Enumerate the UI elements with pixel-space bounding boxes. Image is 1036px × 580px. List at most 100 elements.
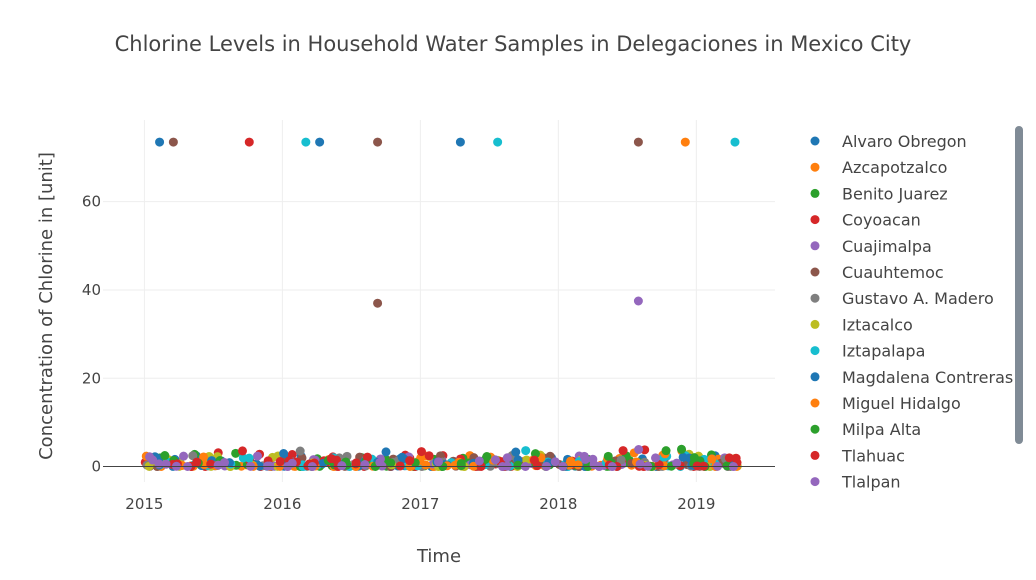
legend-item[interactable]: Iztacalco (810, 315, 913, 334)
data-point (651, 453, 661, 463)
data-point (397, 452, 407, 462)
legend-item[interactable]: Tlalpan (810, 473, 901, 492)
data-point (724, 453, 734, 463)
data-point (618, 446, 628, 456)
data-point (633, 137, 643, 147)
data-point (405, 456, 415, 466)
data-point (433, 457, 443, 467)
data-point (633, 296, 643, 306)
legend-item[interactable]: Tlahuac (810, 446, 905, 465)
data-point (634, 445, 644, 455)
data-point (275, 457, 285, 467)
legend-scrollbar[interactable] (1015, 126, 1023, 444)
legend-label: Milpa Alta (842, 420, 921, 439)
data-point (588, 454, 598, 464)
data-point (513, 460, 523, 470)
data-point (455, 137, 465, 147)
legend-label: Tlahuac (841, 446, 905, 465)
legend-label: Tlalpan (841, 473, 901, 492)
data-point (661, 446, 671, 456)
legend: Alvaro Obregon Azcapotzalco Benito Juarez C… (810, 132, 1014, 492)
data-point (231, 448, 241, 458)
x-tick-label: 2019 (677, 495, 715, 513)
y-tick-label: 40 (82, 281, 101, 299)
data-point (360, 460, 370, 470)
data-point (373, 137, 383, 147)
legend-label: Cuauhtemoc (842, 263, 944, 282)
legend-item[interactable]: Miguel Hidalgo (810, 394, 961, 413)
data-point (295, 446, 305, 456)
legend-marker (810, 398, 820, 408)
y-tick-label: 20 (82, 369, 101, 387)
legend-label: Iztapalapa (842, 342, 925, 361)
data-point (635, 459, 645, 469)
data-point (155, 137, 165, 147)
data-point (692, 461, 702, 471)
legend-item[interactable]: Azcapotzalco (810, 158, 948, 177)
legend-item[interactable]: Coyoacan (810, 211, 921, 230)
data-point (279, 449, 289, 459)
x-tick-label: 2015 (125, 495, 163, 513)
legend-label: Coyoacan (842, 211, 921, 230)
data-point (493, 137, 503, 147)
legend-marker (810, 215, 820, 225)
y-axis-label: Concentration of Chlorine in [unit] (36, 152, 57, 460)
data-point (160, 451, 170, 461)
data-point (680, 137, 690, 147)
legend-marker (810, 477, 820, 487)
data-point (456, 461, 466, 471)
data-point (395, 461, 405, 471)
legend-marker (810, 293, 820, 303)
legend-item[interactable]: Iztapalapa (810, 342, 926, 361)
data-point (730, 137, 740, 147)
legend-label: Azcapotzalco (842, 158, 947, 177)
legend-item[interactable]: Alvaro Obregon (810, 132, 967, 151)
data-point (252, 451, 262, 461)
data-point (502, 453, 512, 463)
data-point (672, 458, 682, 468)
data-point (731, 453, 741, 463)
data-point (424, 451, 434, 461)
legend-marker (810, 319, 820, 329)
data-point (238, 446, 248, 456)
data-point (326, 454, 336, 464)
data-point (375, 457, 385, 467)
legend-marker (810, 241, 820, 251)
legend-marker (810, 267, 820, 277)
data-point (244, 453, 254, 463)
legend-marker (810, 136, 820, 146)
data-point (511, 447, 521, 457)
legend-marker (810, 346, 820, 356)
data-point (168, 137, 178, 147)
legend-label: Magdalena Contreras (842, 368, 1013, 387)
data-point (421, 460, 431, 470)
legend-item[interactable]: Magdalena Contreras (810, 368, 1014, 387)
data-point (220, 458, 230, 468)
legend-label: Cuajimalpa (842, 237, 932, 256)
data-point (416, 447, 426, 457)
legend-item[interactable]: Cuajimalpa (810, 237, 932, 256)
legend-item[interactable]: Benito Juarez (810, 184, 948, 203)
data-point (362, 452, 372, 462)
data-point (244, 137, 254, 147)
legend-label: Miguel Hidalgo (842, 394, 961, 413)
legend-item[interactable]: Milpa Alta (810, 420, 922, 439)
data-point (707, 454, 717, 464)
x-tick-label: 2017 (401, 495, 439, 513)
data-point (567, 458, 577, 468)
data-point (373, 298, 383, 308)
data-point (145, 452, 155, 462)
legend-label: Benito Juarez (842, 184, 948, 203)
legend-item[interactable]: Gustavo A. Madero (810, 289, 994, 308)
data-point (386, 458, 396, 468)
data-point (315, 137, 325, 147)
data-point (337, 461, 347, 471)
data-point (474, 456, 484, 466)
legend-item[interactable]: Cuauhtemoc (810, 263, 944, 282)
data-point (677, 444, 687, 454)
data-point (179, 451, 189, 461)
data-point (521, 446, 531, 456)
grid (103, 120, 775, 482)
x-tick-label: 2018 (539, 495, 577, 513)
